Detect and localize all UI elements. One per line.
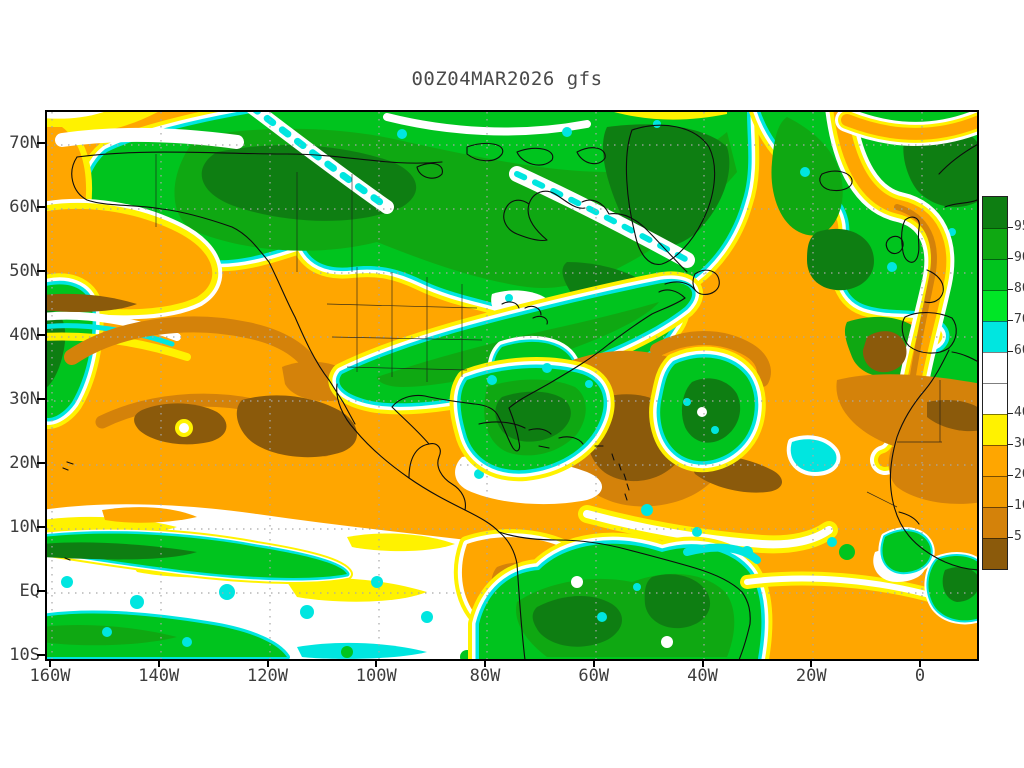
- lat-tick-mark: [37, 334, 45, 336]
- lat-tick-label: 70N: [9, 133, 40, 153]
- legend-color-segment: [983, 259, 1007, 290]
- lon-tick-mark: [919, 659, 921, 667]
- legend-tick-mark: [1008, 474, 1013, 476]
- legend-tick-mark: [1008, 505, 1013, 507]
- lon-tick-label: 160W: [29, 666, 71, 686]
- lon-tick-label: 120W: [247, 666, 288, 686]
- lon-tick-label: 0: [914, 666, 926, 686]
- legend-color-segment: [983, 414, 1007, 445]
- lat-tick-label: EQ: [19, 581, 40, 601]
- legend-value-label: 5: [1014, 529, 1022, 544]
- coastlines: [62, 124, 977, 659]
- legend-value-label: 10: [1014, 498, 1024, 513]
- legend-tick-mark: [1008, 226, 1013, 228]
- legend-value-label: 90: [1014, 250, 1024, 265]
- lat-tick-label: 60N: [9, 197, 40, 217]
- graticule: [47, 112, 977, 659]
- humidity-filled-contours: [47, 112, 977, 659]
- lon-tick-label: 20W: [795, 666, 827, 686]
- legend-tick-mark: [1008, 412, 1013, 414]
- lat-tick-mark: [37, 270, 45, 272]
- legend-tick-mark: [1008, 257, 1013, 259]
- lat-tick-mark: [37, 462, 45, 464]
- lon-tick-mark: [375, 659, 378, 667]
- lon-tick-mark: [49, 659, 51, 667]
- legend-value-label: 40: [1014, 405, 1024, 420]
- lat-tick-mark: [37, 590, 45, 592]
- humidity-map: [47, 112, 977, 659]
- legend-tick-mark: [1008, 350, 1013, 352]
- legend-color-segment: [983, 476, 1007, 507]
- legend-value-label: 95: [1014, 219, 1024, 234]
- lon-tick-mark: [592, 659, 595, 667]
- legend-color-segment: [983, 507, 1007, 538]
- lon-tick-mark: [484, 659, 486, 667]
- legend-color-segment: [983, 228, 1007, 259]
- lat-tick-mark: [37, 654, 45, 656]
- lon-tick-mark: [157, 659, 160, 667]
- lat-tick-label: 10S: [9, 645, 40, 665]
- color-legend: [982, 196, 1008, 570]
- legend-color-segment: [983, 538, 1007, 569]
- legend-value-label: 30: [1014, 436, 1024, 451]
- legend-value-label: 60: [1014, 343, 1024, 358]
- lat-tick-label: 20N: [9, 453, 40, 473]
- legend-color-segment: [983, 197, 1007, 228]
- lat-tick-mark: [37, 398, 45, 400]
- lon-tick-label: 100W: [355, 666, 397, 686]
- title-init: 00Z04MAR2026 gfs: [411, 68, 603, 90]
- lon-tick-label: 140W: [138, 666, 180, 686]
- lon-tick-label: 60W: [578, 666, 610, 686]
- lat-tick-mark: [37, 526, 45, 528]
- legend-color-segment: [983, 290, 1007, 321]
- legend-value-label: 80: [1014, 281, 1024, 296]
- lat-tick-mark: [37, 206, 45, 208]
- legend-color-segment: [983, 321, 1007, 352]
- lat-tick-label: 40N: [9, 325, 40, 345]
- lon-tick-label: 80W: [469, 666, 501, 686]
- legend-color-segment: [983, 383, 1007, 414]
- legend-tick-mark: [1008, 536, 1013, 538]
- lat-tick-mark: [37, 142, 45, 144]
- map-panel: [45, 110, 979, 661]
- lat-tick-label: 30N: [9, 389, 40, 409]
- lon-tick-mark: [701, 659, 704, 667]
- lat-tick-label: 10N: [9, 517, 40, 537]
- legend-tick-mark: [1008, 319, 1013, 321]
- lon-tick-label: 40W: [687, 666, 718, 686]
- lon-tick-mark: [266, 659, 269, 667]
- state-borders: [155, 154, 942, 508]
- legend-tick-mark: [1008, 443, 1013, 445]
- legend-value-label: 70: [1014, 312, 1024, 327]
- legend-tick-mark: [1008, 288, 1013, 290]
- legend-value-label: 20: [1014, 467, 1024, 482]
- legend-color-segment: [983, 445, 1007, 476]
- lat-tick-label: 50N: [9, 261, 40, 281]
- legend-color-segment: [983, 352, 1007, 383]
- lon-tick-mark: [810, 659, 813, 667]
